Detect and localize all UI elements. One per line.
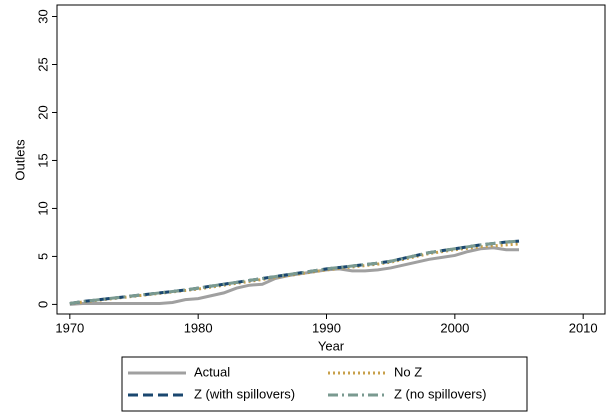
legend-label: Z (with spillovers) bbox=[194, 386, 295, 401]
x-tick-label: 1970 bbox=[55, 320, 84, 335]
x-tick-label: 2000 bbox=[440, 320, 469, 335]
y-tick-label: 20 bbox=[35, 105, 50, 119]
y-tick-label: 10 bbox=[35, 201, 50, 215]
legend-label: Z (no spillovers) bbox=[394, 386, 486, 401]
legend-label: No Z bbox=[394, 364, 422, 379]
x-axis-title: Year bbox=[318, 338, 345, 353]
legend-label: Actual bbox=[194, 364, 230, 379]
y-tick-label: 25 bbox=[35, 57, 50, 71]
y-tick-label: 30 bbox=[35, 9, 50, 23]
x-tick-label: 2010 bbox=[569, 320, 598, 335]
series-line bbox=[69, 239, 520, 305]
legend-box bbox=[121, 356, 528, 412]
y-axis-title: Outlets bbox=[12, 139, 27, 181]
plot-frame bbox=[56, 4, 606, 315]
y-tick-label: 5 bbox=[35, 253, 50, 260]
x-tick-label: 1980 bbox=[184, 320, 213, 335]
y-tick-label: 15 bbox=[35, 153, 50, 167]
x-tick-label: 1990 bbox=[312, 320, 341, 335]
y-tick-label: 0 bbox=[35, 301, 50, 308]
